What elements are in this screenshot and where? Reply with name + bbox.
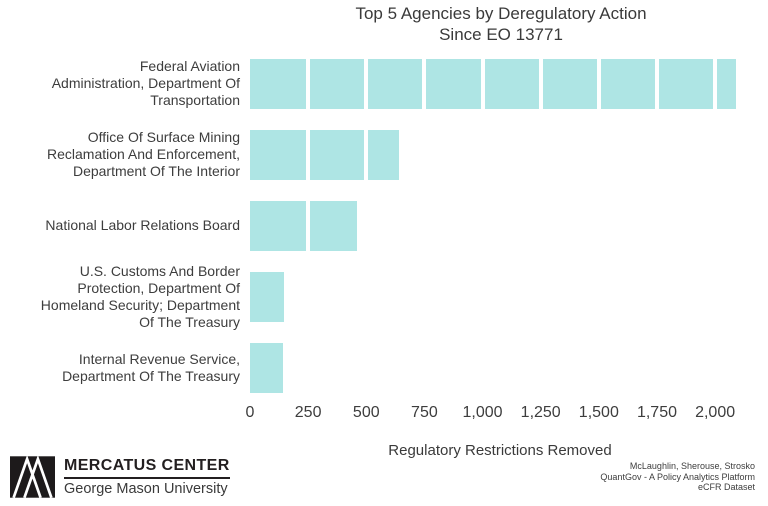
y-label-row: Internal Revenue Service, Department Of … (0, 332, 240, 403)
plot-area (250, 48, 750, 403)
bar (250, 200, 357, 251)
x-tick-label: 250 (294, 404, 322, 421)
y-label-row: National Labor Relations Board (0, 190, 240, 261)
gridline (422, 48, 427, 403)
bar (250, 271, 285, 322)
x-tick-label: 1,000 (462, 404, 503, 421)
bar (250, 342, 283, 393)
bar-row (250, 261, 750, 332)
y-label-row: U.S. Customs And Border Protection, Depa… (0, 261, 240, 332)
x-tick-label: 1,500 (578, 404, 619, 421)
bar-row (250, 119, 750, 190)
x-tick-label: 750 (411, 404, 438, 421)
y-axis-label: National Labor Relations Board (45, 217, 240, 233)
y-label-row: Federal Aviation Administration, Departm… (0, 48, 240, 119)
y-axis-label: Federal Aviation Administration, Departm… (51, 58, 240, 108)
bar-row (250, 332, 750, 403)
gridline (364, 48, 369, 403)
mercatus-logo: MERCATUS CENTER George Mason University (10, 456, 230, 498)
x-axis-title: Regulatory Restrictions Removed (388, 442, 612, 459)
gridline (596, 48, 601, 403)
y-axis-label: Office Of Surface Mining Reclamation And… (47, 129, 240, 179)
x-tick-label: 2,000 (695, 404, 736, 421)
y-label-row: Office Of Surface Mining Reclamation And… (0, 119, 240, 190)
bar (250, 58, 737, 109)
gridline (306, 48, 311, 403)
bar (250, 129, 399, 180)
mercatus-m-icon (10, 456, 55, 498)
logo-org-name: MERCATUS CENTER (64, 457, 230, 479)
gridline (480, 48, 485, 403)
bar-row (250, 48, 750, 119)
attribution-text: McLaughlin, Sherouse, Strosko QuantGov -… (600, 461, 755, 492)
logo-university-name: George Mason University (64, 481, 228, 497)
logo-text: MERCATUS CENTER George Mason University (64, 457, 230, 497)
x-tick-label: 1,750 (636, 404, 677, 421)
chart-title: Top 5 Agencies by Deregulatory Action Si… (355, 4, 647, 44)
gridline (538, 48, 543, 403)
x-tick-label: 500 (352, 404, 380, 421)
y-axis-labels: Federal Aviation Administration, Departm… (0, 48, 240, 403)
gridline (713, 48, 718, 403)
x-tick-label: 1,250 (520, 404, 561, 421)
x-tick-label: 0 (245, 404, 255, 421)
y-axis-label: Internal Revenue Service, Department Of … (62, 350, 240, 384)
y-axis-label: U.S. Customs And Border Protection, Depa… (40, 262, 240, 330)
gridline (654, 48, 659, 403)
bar-row (250, 190, 750, 261)
x-axis: 0 250 500 750 1,000 1,250 1,500 1,750 2,000 (246, 404, 750, 424)
